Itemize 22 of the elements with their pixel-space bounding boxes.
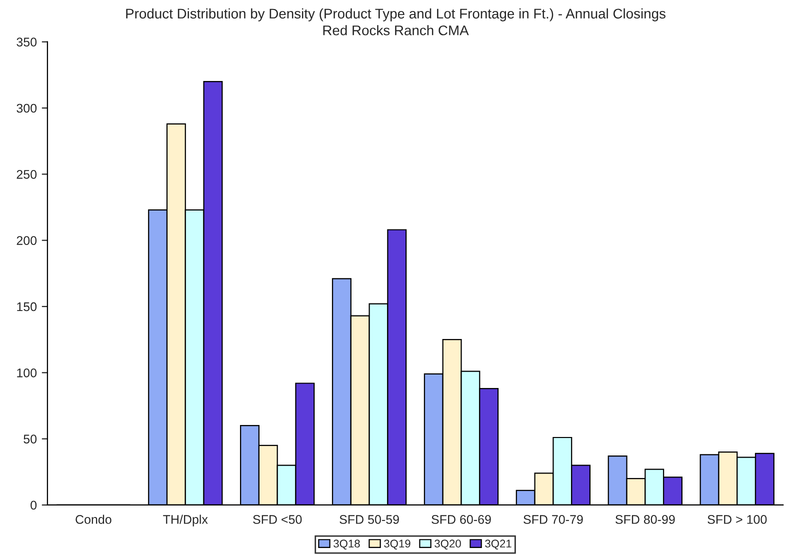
chart-subtitle: Red Rocks Ranch CMA	[323, 25, 469, 36]
legend-label: 3Q19	[384, 540, 410, 550]
y-tick-label: 350	[16, 38, 37, 46]
x-tick-label: Condo	[76, 514, 112, 524]
y-tick-label: 250	[16, 170, 37, 179]
y-tick-label: 300	[16, 104, 37, 113]
x-tick-label: SFD 60-69	[432, 515, 491, 524]
x-tick-label: TH/Dplx	[163, 514, 208, 526]
y-tick-label: 200	[16, 236, 37, 245]
y-tick-label: 0	[30, 500, 37, 510]
y-tick-label: 150	[17, 302, 37, 312]
x-tick-label: SFD > 100	[708, 515, 767, 524]
x-tick-label: SFD 80-99	[616, 515, 675, 524]
y-tick-label: 100	[17, 368, 37, 378]
x-tick-label: SFD <50	[253, 515, 302, 524]
x-tick-label: SFD 50-59	[340, 515, 399, 524]
legend-label: 3Q20	[434, 540, 461, 550]
x-tick-label: SFD 70-79	[524, 515, 583, 524]
chart-title: Product Distribution by Density (Product Type and Lot Frontage in Ft.) - Annual Closings	[126, 8, 666, 22]
y-tick-label: 50	[24, 434, 37, 444]
legend-label: 3Q21	[485, 540, 512, 550]
legend-label: 3Q18	[334, 540, 360, 550]
